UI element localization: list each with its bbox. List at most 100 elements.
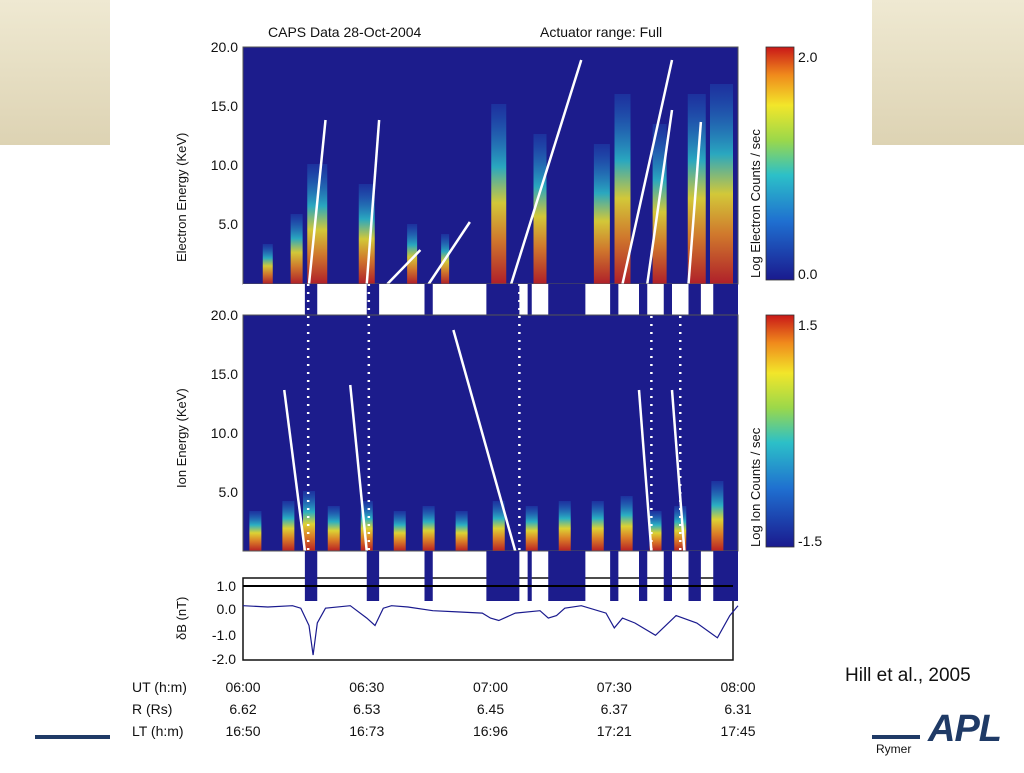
footer-rule-left xyxy=(35,735,110,739)
ion-plume xyxy=(591,501,604,551)
gap-block xyxy=(424,284,433,315)
electron-panel xyxy=(242,46,739,285)
ion-dispersion-line xyxy=(349,384,368,552)
i-ytick: 20.0 xyxy=(211,307,238,323)
ion-plume xyxy=(303,491,315,551)
db-ytick: 1.0 xyxy=(217,578,237,594)
electron-colorbar-label: Log Electron Counts / sec xyxy=(748,129,763,278)
r-value: 6.37 xyxy=(601,701,628,717)
i-ytick: 5.0 xyxy=(219,484,239,500)
ion-ylabel: Ion Energy (KeV) xyxy=(174,388,189,488)
ion-plume xyxy=(455,511,468,551)
apl-logo: APL xyxy=(928,708,1002,750)
figure-svg: CAPS Data 28-Oct-2004 Actuator range: Fu… xyxy=(132,24,822,739)
electron-plume xyxy=(290,214,303,284)
ion-dispersion-line xyxy=(670,389,686,552)
lt-value: 16:96 xyxy=(473,723,508,739)
db-block xyxy=(304,551,318,601)
ut-value: 06:00 xyxy=(225,679,260,695)
ion-plume xyxy=(492,501,505,551)
author: Rymer xyxy=(876,742,912,756)
gap-block xyxy=(610,284,619,315)
ion-white-lines xyxy=(283,329,686,552)
db-blocks xyxy=(304,551,738,601)
r-value: 6.31 xyxy=(724,701,751,717)
lt-value: 17:45 xyxy=(720,723,755,739)
chart-title: CAPS Data 28-Oct-2004 xyxy=(268,24,422,40)
ut-value: 07:30 xyxy=(597,679,632,695)
x-axis-footer: 06:00 06:30 07:00 07:30 08:00 6.62 6.53 6.45 6.3… xyxy=(225,679,755,739)
electron-dispersion-line xyxy=(307,119,327,285)
electron-plume xyxy=(593,144,610,284)
ion-plume xyxy=(422,506,435,551)
r-value: 6.45 xyxy=(477,701,504,717)
footer-rule-right xyxy=(872,735,920,739)
db-panel xyxy=(242,551,739,661)
ion-dispersion-line xyxy=(637,389,653,552)
i-cbar-min: -1.5 xyxy=(798,533,822,549)
e-ytick: 20.0 xyxy=(211,39,238,55)
db-block xyxy=(424,551,433,601)
e-ytick: 5.0 xyxy=(219,216,239,232)
ion-plume xyxy=(620,496,633,551)
ion-plume xyxy=(249,511,262,551)
db-series-line xyxy=(242,605,739,656)
db-block xyxy=(486,551,520,601)
actuator-range: Actuator range: Full xyxy=(540,24,662,40)
electron-dispersion-line xyxy=(386,249,422,285)
db-ytick: -1.0 xyxy=(212,627,236,643)
ion-colorbar xyxy=(765,314,795,548)
electron-dispersion-line xyxy=(509,59,583,285)
e-cbar-max: 2.0 xyxy=(798,49,818,65)
ion-panel xyxy=(242,314,739,552)
ion-colorbar-label: Log Ion Counts / sec xyxy=(748,427,763,547)
ion-plume xyxy=(711,481,724,551)
i-cbar-max: 1.5 xyxy=(798,317,818,333)
electron-plume xyxy=(262,244,273,284)
db-ylabel: δB (nT) xyxy=(174,597,189,640)
ion-plume xyxy=(393,511,406,551)
i-ytick: 15.0 xyxy=(211,366,238,382)
gap-block xyxy=(688,284,701,315)
ion-dispersion-line xyxy=(283,389,307,552)
citation: Hill et al., 2005 xyxy=(845,665,971,686)
figure: CAPS Data 28-Oct-2004 Actuator range: Fu… xyxy=(110,0,872,768)
gap-block xyxy=(304,284,318,315)
r-value: 6.62 xyxy=(229,701,256,717)
ion-plume xyxy=(525,506,538,551)
gap-block xyxy=(663,284,672,315)
data-gap-bar xyxy=(243,284,738,315)
db-block xyxy=(688,551,701,601)
lt-value: 16:50 xyxy=(225,723,260,739)
ion-dispersion-line xyxy=(452,329,517,552)
db-block xyxy=(527,551,532,601)
db-block xyxy=(639,551,648,601)
ion-plume xyxy=(282,501,295,551)
electron-plume xyxy=(358,184,375,284)
electron-dispersion-line xyxy=(621,59,674,285)
i-ytick: 10.0 xyxy=(211,425,238,441)
electron-white-lines xyxy=(307,59,703,285)
gap-block xyxy=(639,284,648,315)
e-ytick: 15.0 xyxy=(211,98,238,114)
ut-label: UT (h:m) xyxy=(132,679,187,695)
e-ytick: 10.0 xyxy=(211,157,238,173)
electron-plume xyxy=(710,84,733,284)
electron-ylabel: Electron Energy (KeV) xyxy=(174,133,189,262)
lt-value: 17:21 xyxy=(597,723,632,739)
r-label: R (Rs) xyxy=(132,701,172,717)
gap-block xyxy=(366,284,380,315)
background-texture-right xyxy=(872,0,1024,145)
db-block xyxy=(366,551,380,601)
electron-dispersion-line xyxy=(687,121,703,285)
electron-dispersion-line xyxy=(427,221,471,285)
ut-value: 07:00 xyxy=(473,679,508,695)
ion-spectrogram xyxy=(243,315,738,551)
gap-block xyxy=(527,284,532,315)
electron-plume xyxy=(614,94,631,284)
db-block xyxy=(713,551,738,601)
r-value: 6.53 xyxy=(353,701,380,717)
electron-colorbar xyxy=(765,46,795,281)
ut-value: 08:00 xyxy=(720,679,755,695)
db-block xyxy=(663,551,672,601)
